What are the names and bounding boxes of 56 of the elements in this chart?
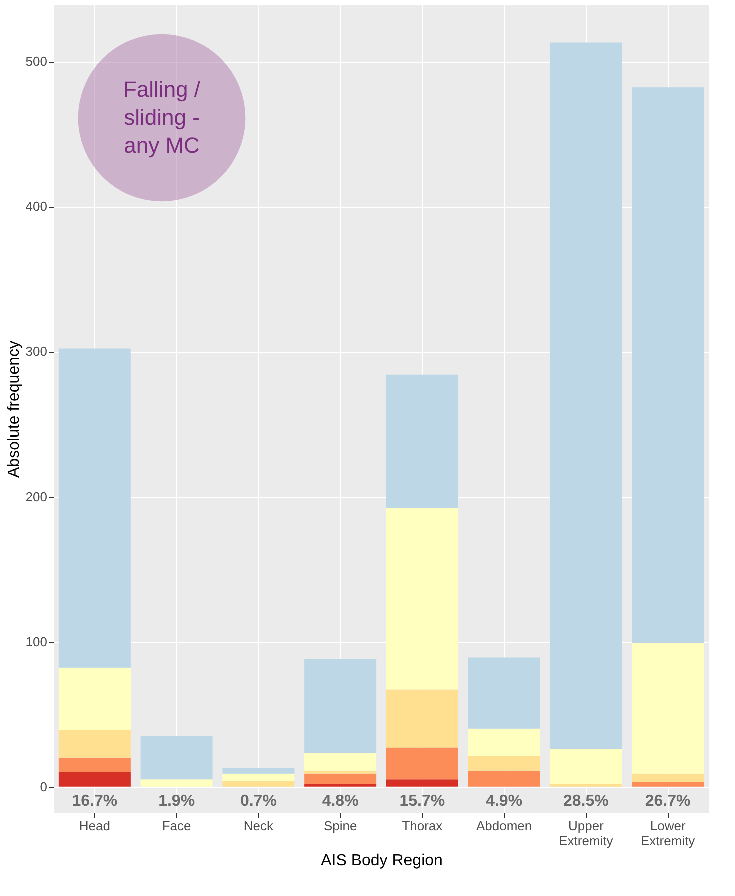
bar (386, 748, 458, 780)
annotation: 16.7% (72, 793, 118, 810)
bar (386, 690, 458, 748)
x-tick-label: Abdomen (476, 818, 532, 834)
bar (140, 780, 213, 787)
bar (386, 508, 458, 690)
annotation: 26.7% (645, 793, 691, 810)
annotation: 1.9% (158, 793, 196, 810)
annotation: 4.8% (322, 793, 359, 810)
y-tick-label: 500 (26, 54, 48, 70)
bar (632, 774, 704, 783)
x-tick-label: Neck (244, 818, 274, 834)
bar (140, 736, 213, 780)
bar (468, 728, 540, 756)
x-tick-label: Lower Extremity (640, 818, 696, 848)
bar (632, 88, 704, 644)
bar (304, 754, 377, 771)
bar (304, 659, 377, 754)
bar (58, 758, 131, 772)
bar (468, 658, 540, 729)
bar (58, 348, 131, 668)
bar (222, 774, 295, 782)
y-tick-label: 200 (26, 489, 48, 504)
bar (468, 770, 540, 787)
bar (550, 42, 622, 750)
bar (304, 784, 377, 787)
bar (304, 774, 377, 784)
y-tick-label: 300 (26, 344, 48, 360)
bar (386, 780, 458, 787)
y-tick-label: 0 (40, 779, 48, 794)
bar (58, 730, 131, 758)
x-tick-label: Upper Extremity (559, 818, 614, 848)
bar (632, 782, 704, 787)
bar (222, 768, 295, 774)
x-tick-label: Head (79, 818, 110, 834)
x-tick-label: Face (162, 818, 192, 834)
bar (58, 772, 131, 787)
annotation: 28.5% (564, 793, 609, 810)
annotation: Falling / sliding - any MC (123, 77, 202, 158)
x-tick-label: Spine (324, 818, 358, 834)
annotation: 15.7% (400, 793, 446, 810)
bar (468, 756, 540, 771)
y-tick-label: 100 (26, 634, 48, 650)
y-axis-title: Absolute frequency (6, 341, 23, 478)
annotation: 4.9% (486, 793, 523, 810)
bar (304, 770, 377, 774)
bar (550, 749, 622, 784)
x-tick-label: Thorax (402, 818, 444, 834)
annotation: 0.7% (240, 793, 277, 810)
bar (550, 784, 622, 787)
x-axis-title: AIS Body Region (321, 852, 443, 870)
bar (58, 668, 131, 730)
bar (222, 781, 295, 787)
bar (386, 374, 458, 508)
y-tick-label: 400 (26, 199, 48, 214)
bar (632, 643, 704, 774)
